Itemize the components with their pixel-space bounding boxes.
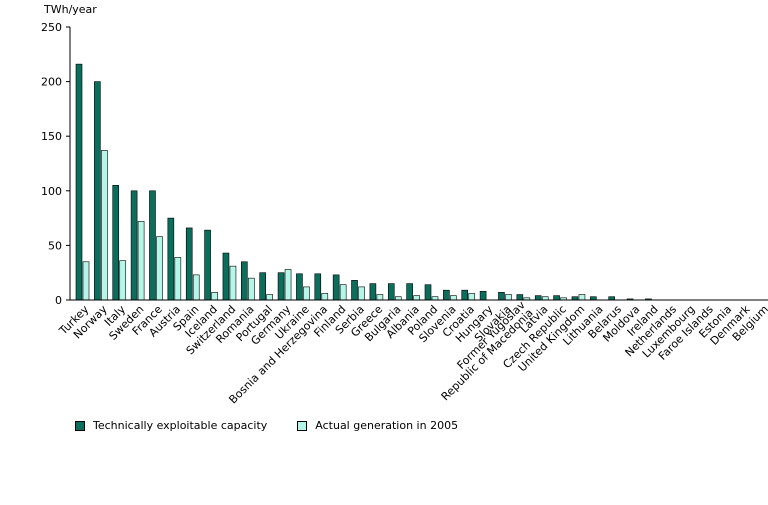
bar-capacity-finland: [332, 274, 340, 301]
bar-generation-austria: [174, 257, 182, 301]
bar-capacity-spain: [185, 227, 193, 301]
bar-generation-turkey: [82, 261, 90, 301]
y-tick-label: 50: [48, 239, 62, 252]
bar-capacity-norway: [94, 81, 101, 301]
bar-generation-portugal: [266, 294, 273, 301]
bar-generation-ukraine: [303, 286, 310, 301]
bar-capacity-czech-republic: [553, 295, 560, 301]
bar-generation-finland: [339, 284, 347, 301]
bar-generation-serbia: [358, 286, 365, 301]
bar-capacity-croatia: [461, 289, 469, 301]
bar-generation-slovakia: [505, 294, 512, 301]
bar-generation-spain: [192, 274, 200, 301]
bar-capacity-serbia: [351, 280, 358, 301]
bar-capacity-iceland: [204, 229, 211, 301]
bar-capacity-greece: [369, 283, 377, 301]
bar-capacity-ukraine: [296, 273, 303, 301]
y-tick-label: 100: [41, 185, 62, 198]
legend-label-generation: Actual generation in 2005: [315, 419, 459, 432]
y-tick-label: 250: [41, 21, 62, 34]
bar-generation-slovenia: [450, 295, 457, 301]
bar-generation-romania: [248, 277, 255, 301]
bar-generation-united-kingdom: [578, 294, 586, 301]
bar-capacity-romania: [241, 261, 248, 301]
bar-generation-albania: [413, 295, 420, 301]
bar-generation-france: [156, 236, 163, 301]
legend: Technically exploitable capacity Actual …: [75, 419, 458, 432]
y-tick-label: 200: [41, 76, 62, 89]
legend-swatch-capacity: [75, 420, 85, 431]
bar-capacity-france: [149, 190, 156, 301]
hydropower-bar-chart: TWh/year 0 50 100 150 200 250 TurkeyNorwayIta…: [41, 3, 768, 406]
legend-item-generation: Actual generation in 2005: [297, 419, 458, 432]
legend-item-capacity: Technically exploitable capacity: [75, 419, 267, 432]
y-tick-label: 0: [55, 294, 62, 307]
legend-label-capacity: Technically exploitable capacity: [93, 419, 268, 432]
bar-capacity-hungary: [479, 290, 487, 301]
axes-group: [69, 27, 768, 301]
bar-capacity-slovenia: [443, 289, 450, 301]
bar-capacity-turkey: [75, 63, 83, 301]
bar-capacity-latvia: [534, 295, 542, 301]
bar-generation-germany: [284, 269, 292, 301]
bar-generation-norway: [101, 150, 108, 301]
bar-capacity-sweden: [130, 190, 138, 301]
legend-swatch-generation: [297, 420, 308, 431]
bar-generation-greece: [376, 294, 384, 301]
bar-capacity-austria: [167, 217, 175, 301]
bar-generation-bosnia-and-herzegovina: [321, 293, 329, 301]
bar-capacity-italy: [112, 185, 120, 301]
bar-generation-sweden: [137, 221, 145, 301]
bars-group: [75, 63, 652, 301]
bar-capacity-portugal: [259, 272, 266, 301]
y-ticks-group: 0 50 100 150 200 250: [41, 21, 70, 307]
bar-capacity-bosnia-and-herzegovina: [314, 273, 322, 301]
y-tick-label: 150: [41, 130, 62, 143]
bar-generation-italy: [119, 260, 127, 301]
bar-capacity-albania: [406, 283, 413, 301]
bar-capacity-switzerland: [222, 252, 230, 301]
bar-capacity-bulgaria: [387, 283, 395, 301]
bar-generation-iceland: [211, 292, 218, 301]
y-axis-label: TWh/year: [43, 3, 97, 16]
bar-generation-switzerland: [229, 265, 237, 301]
bar-capacity-slovakia: [498, 292, 505, 301]
bar-generation-croatia: [468, 293, 476, 301]
x-labels-group: TurkeyNorwayItalySwedenFranceAustriaSpai…: [56, 298, 768, 406]
bar-capacity-poland: [424, 284, 432, 301]
bar-capacity-germany: [277, 272, 285, 301]
